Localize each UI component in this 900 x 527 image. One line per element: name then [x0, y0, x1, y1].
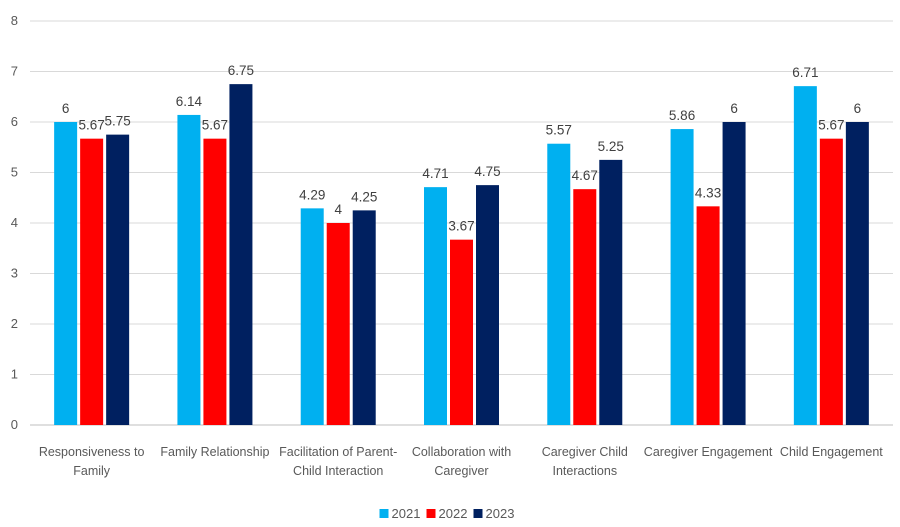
data-label-2022-1: 5.67 [202, 118, 228, 133]
bar-2021-1 [177, 114, 201, 426]
bar-2023-5 [722, 122, 746, 425]
y-tick-label: 2 [11, 316, 18, 331]
legend-swatch-2023 [473, 509, 483, 518]
bar-2021-2 [300, 208, 324, 425]
legend: 2021 2022 2023 [379, 506, 515, 521]
x-category-label: Caregiver Child Interactions [542, 445, 628, 478]
bar-2023-4 [599, 159, 623, 425]
legend-label-2021: 2021 [392, 506, 421, 521]
y-tick-label: 6 [11, 114, 18, 129]
bar-2023-6 [845, 122, 869, 425]
bar-2021-6 [793, 86, 817, 426]
data-label-2022-4: 4.67 [572, 168, 598, 183]
bar-2023-3 [476, 185, 499, 425]
x-category-label: Child Engagement [780, 445, 883, 459]
data-label-2021-1: 6.14 [176, 94, 203, 109]
x-category-label: Caregiver Engagement [644, 445, 773, 459]
data-label-2021-0: 6 [62, 101, 70, 116]
y-tick-label: 5 [11, 165, 18, 180]
data-label-2023-6: 6 [854, 101, 862, 116]
y-tick-label: 8 [11, 13, 18, 28]
x-axis-categories: Responsiveness to Family Family Relationsh… [39, 445, 883, 478]
data-label-2022-0: 5.67 [79, 118, 105, 133]
y-tick-label: 0 [11, 417, 18, 432]
bar-2022-0 [80, 138, 104, 426]
data-label-2023-0: 5.75 [105, 114, 131, 129]
y-tick-label: 4 [11, 215, 18, 230]
bar-2023-0 [106, 134, 130, 425]
bar-2021-3 [424, 187, 447, 425]
y-tick-label: 3 [11, 266, 18, 281]
bars [54, 84, 869, 426]
data-label-2023-1: 6.75 [228, 63, 254, 78]
x-category-label: Facilitation of Parent-Child Interaction [279, 445, 397, 478]
gridlines [30, 20, 893, 426]
bar-2021-4 [547, 143, 571, 425]
data-label-2021-6: 6.71 [792, 65, 818, 80]
bar-2022-4 [573, 189, 597, 425]
data-label-2021-3: 4.71 [422, 166, 448, 181]
data-label-2022-5: 4.33 [695, 185, 721, 200]
data-label-2022-2: 4 [334, 202, 342, 217]
data-label-2023-2: 4.25 [351, 189, 377, 204]
bar-2021-0 [54, 122, 78, 425]
bar-2023-1 [229, 84, 253, 425]
legend-label-2023: 2023 [486, 506, 515, 521]
y-axis-ticks: 0 1 2 3 4 5 6 7 8 [11, 13, 18, 432]
data-label-2021-2: 4.29 [299, 187, 325, 202]
bar-2022-5 [696, 206, 720, 425]
legend-swatch-2021 [379, 509, 389, 518]
data-label-2021-5: 5.86 [669, 108, 695, 123]
bar-2021-5 [670, 129, 694, 425]
bar-2023-2 [352, 210, 376, 425]
legend-swatch-2022 [426, 509, 436, 518]
data-label-2023-3: 4.75 [474, 164, 500, 179]
y-tick-label: 7 [11, 64, 18, 79]
data-label-2022-3: 3.67 [448, 219, 474, 234]
bar-2022-6 [819, 138, 843, 426]
bar-2022-1 [203, 138, 227, 426]
data-label-2021-4: 5.57 [546, 123, 572, 138]
bar-2022-3 [450, 239, 473, 425]
data-labels: 65.67 5.756.145.676.754.2944.254.713.674.… [62, 63, 861, 234]
bar-2022-2 [326, 223, 350, 425]
data-label-2023-5: 6 [730, 101, 738, 116]
y-tick-label: 1 [11, 367, 18, 382]
legend-label-2022: 2022 [439, 506, 468, 521]
x-category-label: Family Relationship [160, 445, 269, 459]
x-category-label: Collaboration with Caregiver [412, 445, 511, 478]
data-label-2022-6: 5.67 [818, 118, 844, 133]
data-label-2023-4: 5.25 [598, 139, 624, 154]
x-category-label: Responsiveness to Family [39, 445, 145, 478]
